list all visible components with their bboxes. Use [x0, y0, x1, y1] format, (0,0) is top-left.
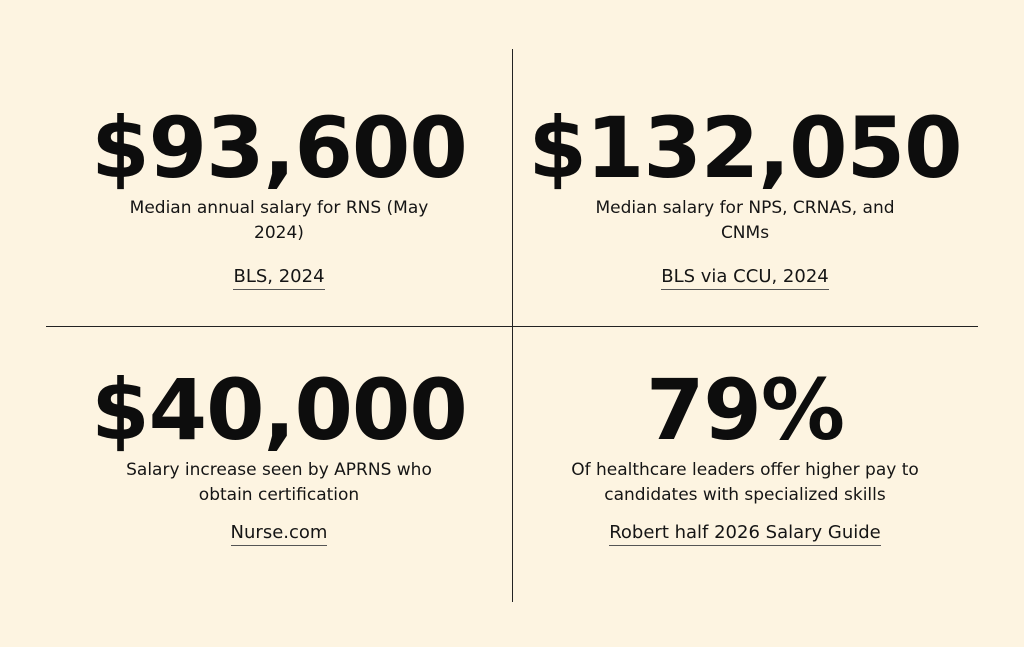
stat-source-link[interactable]: Robert half 2026 Salary Guide	[609, 522, 881, 546]
vertical-divider	[512, 49, 513, 602]
stat-value: $93,600	[91, 99, 468, 197]
stat-card-rn-salary: $93,600 Median annual salary for RNS (Ma…	[46, 100, 512, 290]
stat-value: $40,000	[91, 361, 468, 459]
stat-card-certification-increase: $40,000 Salary increase seen by APRNS wh…	[46, 362, 512, 546]
stat-description: Median salary for NPS, CRNAS, and CNMs	[595, 198, 895, 243]
stat-value: 79%	[645, 361, 845, 459]
stat-value: $132,050	[528, 99, 962, 197]
stat-card-aprn-salary: $132,050 Median salary for NPS, CRNAS, a…	[512, 100, 978, 290]
stat-description: Median annual salary for RNS (May 2024)	[129, 198, 429, 243]
stat-card-specialized-skills: 79% Of healthcare leaders offer higher p…	[512, 362, 978, 546]
stat-source-link[interactable]: BLS, 2024	[233, 266, 325, 290]
stat-source-link[interactable]: BLS via CCU, 2024	[661, 266, 829, 290]
horizontal-divider	[46, 326, 978, 327]
stat-description: Of healthcare leaders offer higher pay t…	[571, 460, 919, 505]
stat-description: Salary increase seen by APRNS who obtain…	[126, 460, 432, 505]
stat-source-link[interactable]: Nurse.com	[230, 522, 328, 546]
